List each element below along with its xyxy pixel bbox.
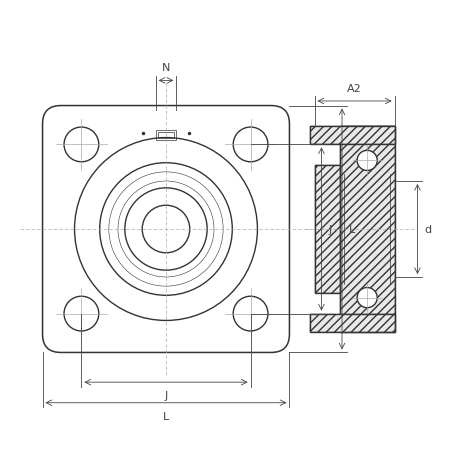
Bar: [155, 130, 176, 140]
Text: J: J: [164, 391, 167, 401]
Circle shape: [356, 288, 376, 308]
Text: J: J: [328, 224, 331, 235]
Bar: [309, 127, 394, 145]
Bar: [314, 166, 339, 293]
Bar: [314, 166, 339, 293]
Text: d: d: [423, 224, 431, 235]
Text: N: N: [162, 63, 170, 73]
Bar: [309, 314, 394, 332]
Circle shape: [356, 151, 376, 171]
Bar: [309, 127, 394, 145]
Bar: [158, 132, 173, 139]
Bar: [309, 314, 394, 332]
Bar: [339, 127, 394, 332]
Text: L: L: [348, 224, 354, 235]
Bar: [339, 127, 394, 332]
Text: L: L: [162, 411, 169, 421]
Text: A2: A2: [347, 84, 361, 94]
